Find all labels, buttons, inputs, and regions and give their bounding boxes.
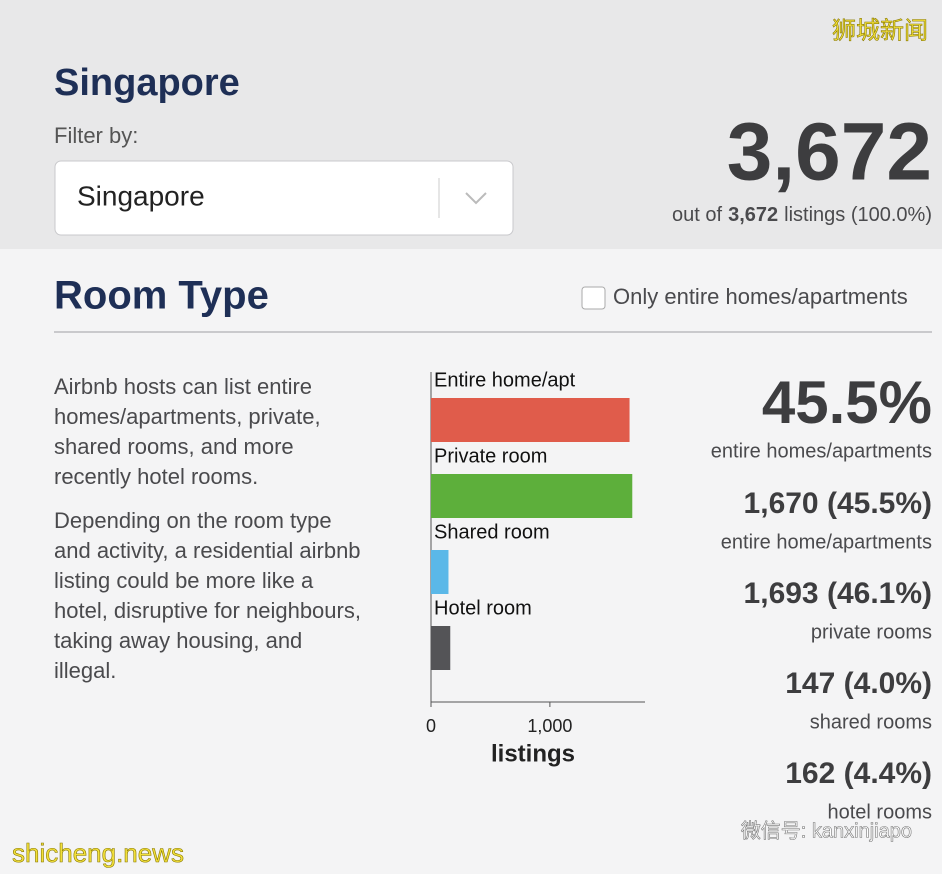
watermark: 微信号: kanxinjiapo: [741, 819, 912, 842]
caption-count: 3,672: [728, 204, 778, 226]
checkbox[interactable]: [581, 286, 606, 310]
total-count: 3,672: [727, 107, 932, 198]
stat-value: 147 (4.0%): [785, 667, 932, 700]
stat-value: 1,670 (45.5%): [744, 487, 932, 520]
section-background: [0, 249, 942, 874]
x-axis-label: listings: [491, 740, 575, 767]
total-caption: out of 3,672 listings (100.0%): [672, 204, 932, 226]
description-line: Depending on the room type: [54, 508, 332, 533]
stat-caption: shared rooms: [810, 711, 932, 733]
checkbox-label[interactable]: Only entire homes/apartments: [613, 284, 908, 309]
description-line: recently hotel rooms.: [54, 464, 258, 489]
stat-caption: hotel rooms: [828, 801, 933, 823]
bar: [431, 398, 630, 442]
description-line: Airbnb hosts can list entire: [54, 374, 312, 399]
stat-value: 1,693 (46.1%): [744, 577, 932, 610]
filter-label: Filter by:: [54, 123, 138, 148]
stat-caption: private rooms: [811, 621, 932, 643]
bar-category-label: Private room: [434, 445, 547, 467]
description-line: shared rooms, and more: [54, 434, 294, 459]
watermark: 狮城新闻: [832, 17, 928, 44]
filter-value[interactable]: Singapore: [77, 180, 205, 211]
watermark: shicheng.news: [12, 838, 184, 868]
description-line: illegal.: [54, 658, 116, 683]
bar-category-label: Entire home/apt: [434, 369, 576, 391]
bar: [431, 550, 449, 594]
caption-suffix: listings (100.0%): [784, 204, 932, 226]
caption-prefix: out of: [672, 204, 722, 226]
description-line: taking away housing, and: [54, 628, 302, 653]
x-tick-label: 1,000: [527, 716, 572, 736]
stat-caption: entire home/apartments: [721, 531, 932, 553]
description-line: listing could be more like a: [54, 568, 314, 593]
bar: [431, 626, 451, 670]
x-tick-label: 0: [426, 716, 436, 736]
description-line: and activity, a residential airbnb: [54, 538, 361, 563]
description-line: homes/apartments, private,: [54, 404, 321, 429]
filter-select[interactable]: [54, 160, 514, 236]
page-title: Singapore: [54, 62, 240, 104]
bar-category-label: Hotel room: [434, 597, 532, 619]
headline-stat: 45.5%: [762, 369, 932, 436]
select-chevron[interactable]: [465, 192, 487, 205]
description-line: hotel, disruptive for neighbours,: [54, 598, 361, 623]
headline-caption: entire homes/apartments: [711, 440, 932, 462]
section-title: Room Type: [54, 274, 269, 318]
bar: [431, 474, 633, 518]
bar-category-label: Shared room: [434, 521, 550, 543]
stat-value: 162 (4.4%): [785, 757, 932, 790]
